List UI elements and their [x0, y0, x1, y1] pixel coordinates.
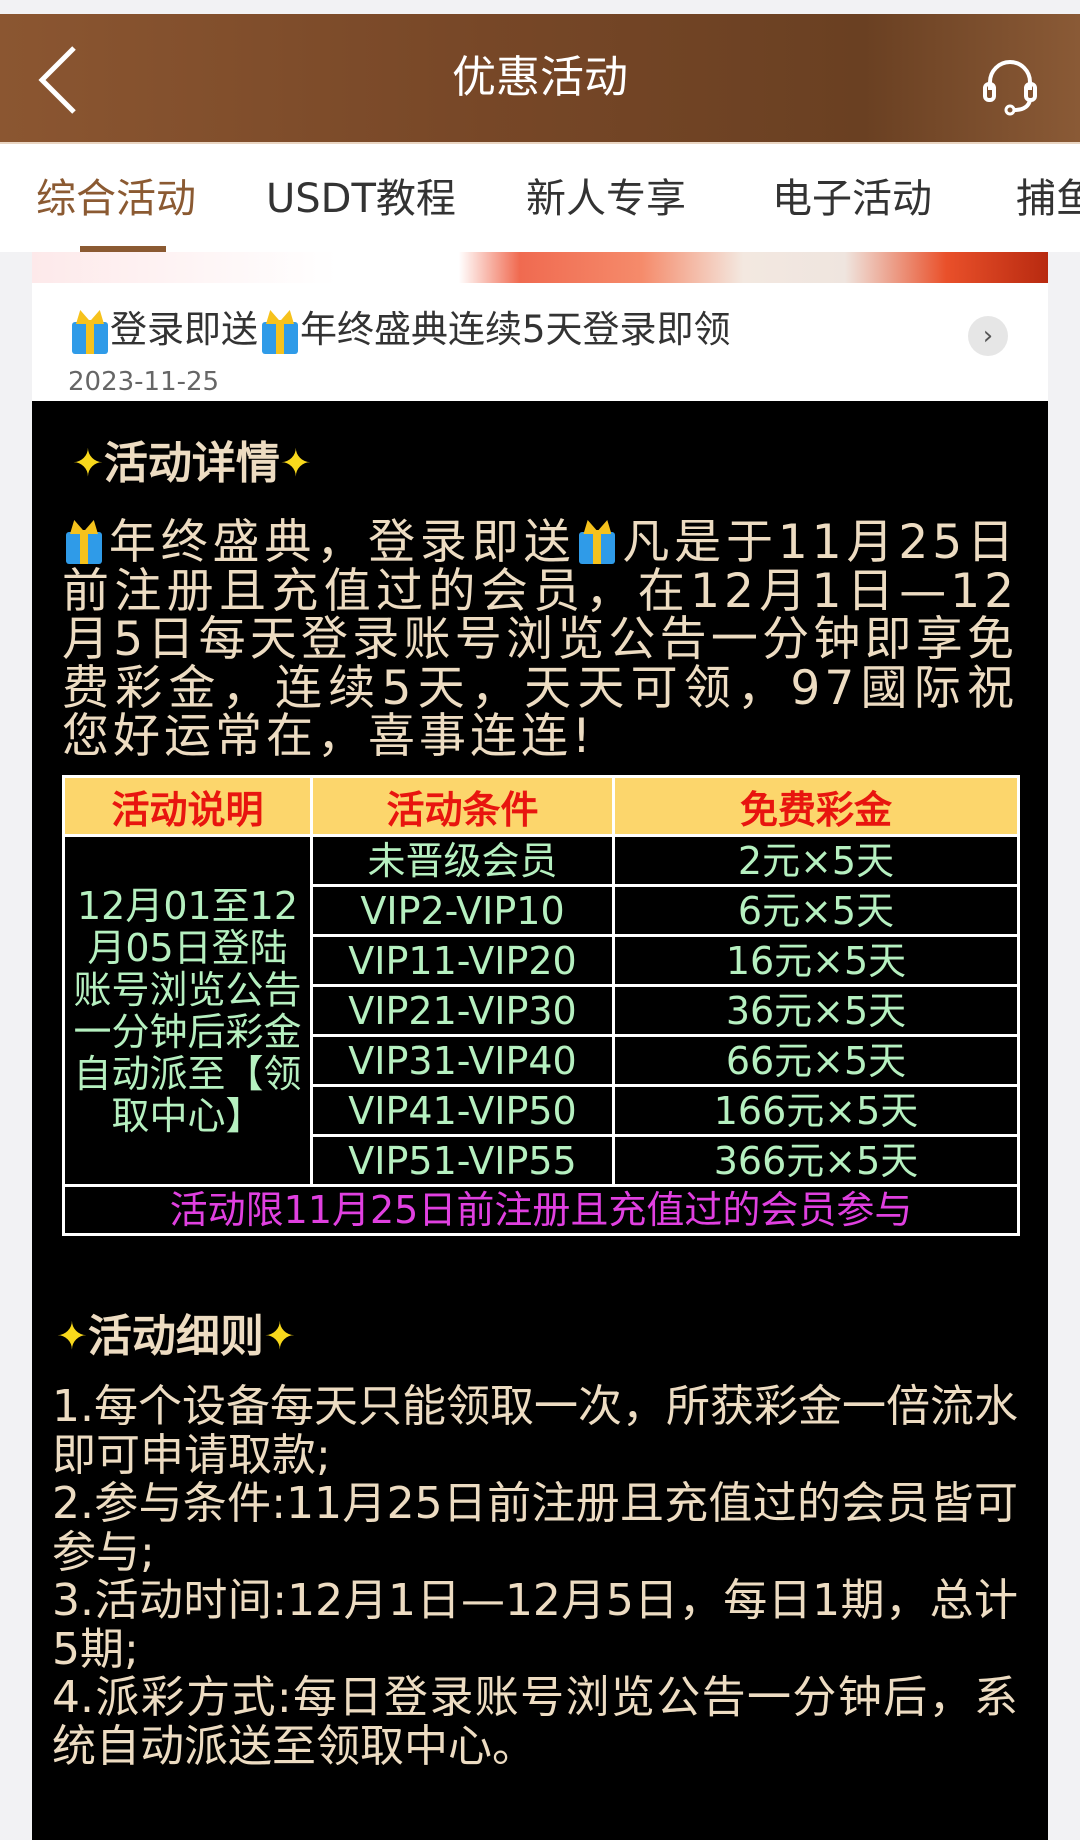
details-heading: ✦活动详情✦ [72, 435, 312, 492]
sparkles-icon: ✦ [72, 441, 104, 485]
table-row: VIP41-VIP50 166元×5天 [64, 1084, 1020, 1137]
promo-card-header[interactable]: 登录即送 年终盛典连续5天登录即领 2023-11-25 › [32, 283, 1048, 401]
gift-icon [68, 310, 108, 354]
condition-cell: VIP21-VIP30 [310, 984, 615, 1037]
bonus-cell: 366元×5天 [612, 1134, 1020, 1187]
status-bar [0, 0, 1080, 14]
promo-title: 登录即送 年终盛典连续5天登录即领 [68, 305, 731, 355]
column-header: 免费彩金 [612, 775, 1020, 837]
table-row: VIP31-VIP40 66元×5天 [64, 1034, 1020, 1087]
condition-cell: VIP51-VIP55 [310, 1134, 615, 1187]
table-footer-row: 活动限11月25日前注册且充值过的会员参与 [62, 1184, 1020, 1236]
bonus-cell: 166元×5天 [612, 1084, 1020, 1137]
gift-icon [62, 520, 106, 564]
condition-cell: 未晋级会员 [310, 834, 615, 887]
table-row: VIP11-VIP20 16元×5天 [64, 934, 1020, 987]
promo-banner-image[interactable] [32, 252, 1048, 283]
sparkles-icon: ✦ [263, 1314, 296, 1358]
bonus-cell: 2元×5天 [612, 834, 1020, 887]
tab-new-user[interactable]: 新人专享 [526, 176, 686, 222]
tab-general[interactable]: 综合活动 [36, 176, 196, 222]
rules-heading: ✦活动细则✦ [56, 1308, 296, 1365]
eligibility-note: 活动限11月25日前注册且充值过的会员参与 [62, 1184, 1020, 1236]
rule-item: 4.派彩方式:每日登录账号浏览公告一分钟后，系统自动派送至领取中心。 [52, 1672, 1018, 1772]
rule-item: 2.参与条件:11月25日前注册且充值过的会员皆可参与; [52, 1478, 1018, 1578]
tab-fishing[interactable]: 捕鱼 [1016, 176, 1080, 222]
rule-item: 3.活动时间:12月1日—12月5日，每日1期，总计5期; [52, 1575, 1018, 1675]
headset-icon[interactable] [980, 54, 1040, 118]
tab-usdt-tutorial[interactable]: USDT教程 [266, 176, 456, 222]
tab-electronic[interactable]: 电子活动 [772, 176, 932, 222]
bonus-table: 活动说明 活动条件 免费彩金 12月01至12月05日登陆账号浏览公告一分钟后彩… [62, 775, 1020, 1236]
bonus-cell: 66元×5天 [612, 1034, 1020, 1087]
details-intro: 年终盛典，登录即送 凡是于11月25日前注册且充值过的会员，在12月1日—12月5… [62, 515, 1018, 764]
rules-list: 1.每个设备每天只能领取一次，所获彩金一倍流水即可申请取款; 2.参与条件:11… [52, 1381, 1018, 1772]
condition-cell: VIP41-VIP50 [310, 1084, 615, 1137]
gift-icon [575, 520, 619, 564]
activity-description: 12月01至12月05日登陆账号浏览公告一分钟后彩金自动派至【领取中心】 [62, 834, 313, 1187]
bonus-cell: 36元×5天 [612, 984, 1020, 1037]
sparkles-icon: ✦ [56, 1314, 88, 1358]
table-row: 12月01至12月05日登陆账号浏览公告一分钟后彩金自动派至【领取中心】 未晋级… [62, 834, 1020, 1187]
condition-cell: VIP11-VIP20 [310, 934, 615, 987]
condition-cell: VIP31-VIP40 [310, 1034, 615, 1087]
rule-item: 1.每个设备每天只能领取一次，所获彩金一倍流水即可申请取款; [52, 1381, 1018, 1481]
page-title: 优惠活动 [452, 52, 628, 103]
bonus-cell: 6元×5天 [612, 884, 1020, 937]
bonus-cell: 16元×5天 [612, 934, 1020, 987]
column-header: 活动条件 [310, 775, 615, 837]
active-tab-indicator [80, 246, 166, 252]
sparkles-icon: ✦ [279, 441, 312, 485]
table-row: VIP2-VIP10 6元×5天 [64, 884, 1020, 937]
table-row: VIP21-VIP30 36元×5天 [64, 984, 1020, 1037]
header-bar: 优惠活动 [0, 14, 1080, 144]
condition-cell: VIP2-VIP10 [310, 884, 615, 937]
category-tabs: 综合活动 USDT教程 新人专享 电子活动 捕鱼 [0, 144, 1080, 252]
chevron-right-icon[interactable]: › [968, 316, 1008, 356]
table-row: VIP51-VIP55 366元×5天 [64, 1134, 1020, 1187]
gift-icon [258, 310, 298, 354]
chevron-left-icon[interactable] [34, 44, 94, 114]
promo-date: 2023-11-25 [68, 367, 220, 397]
promo-details: ✦活动详情✦ 年终盛典，登录即送 凡是于11月25日前注册且充值过的会员，在12月… [32, 401, 1048, 1840]
column-header: 活动说明 [62, 775, 313, 837]
table-header-row: 活动说明 活动条件 免费彩金 [62, 775, 1020, 837]
